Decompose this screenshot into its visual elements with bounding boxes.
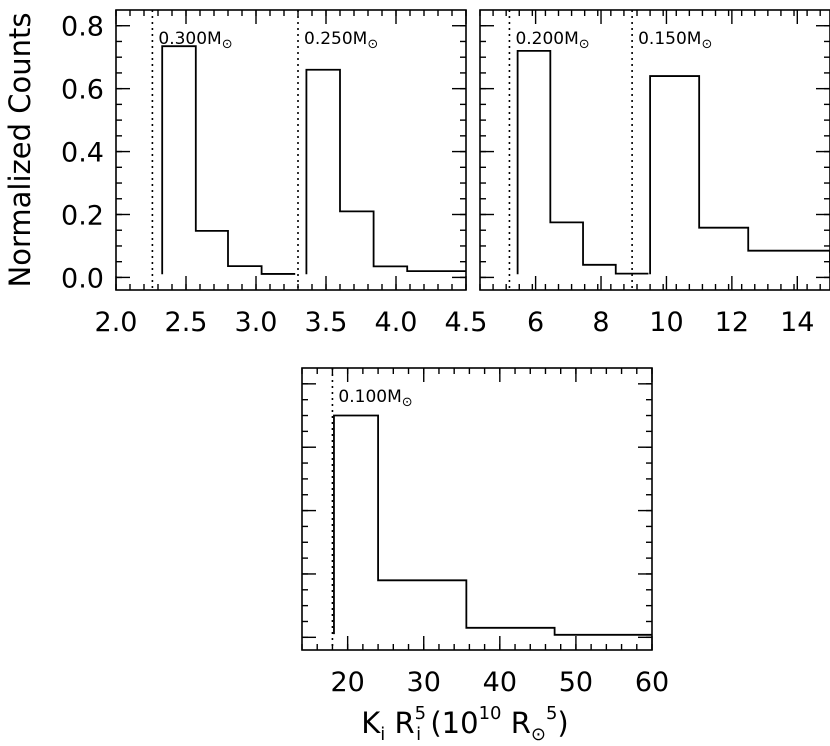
x-title-r: R (385, 706, 414, 740)
x-tick-label: 4.0 (375, 307, 418, 338)
sun-symbol: ⊙ (579, 37, 590, 52)
histogram-steps (161, 45, 296, 275)
sun-symbol: ⊙ (402, 395, 413, 410)
mass-label-value: 0.100M (338, 387, 401, 407)
x-title-paren: (10 (421, 706, 478, 740)
mass-label-value: 0.250M (304, 29, 367, 49)
x-tick-label: 14 (780, 307, 814, 338)
histogram-steps (333, 414, 652, 636)
panel-bottom: 20 30 40 50 60 0.100M⊙ (301, 367, 669, 698)
x-tick-label: 2.0 (95, 307, 138, 338)
mass-label: 0.300M⊙ (158, 29, 232, 52)
mass-label-value: 0.200M (515, 29, 578, 49)
x-axis-title: Ki R5 i (1010 R⊙5) (361, 703, 568, 745)
x-tick-label: 3.0 (235, 307, 278, 338)
panels-layer: 0.00.20.40.60.82.0 2.5 3.0 3.5 4.0 4.50.300M⊙… (61, 9, 830, 698)
mass-label: 0.150M⊙ (638, 29, 712, 52)
y-axis-title: Normalized Counts (3, 13, 37, 288)
x-title-sun-symbol: ⊙ (531, 724, 546, 745)
x-tick-label: 3.5 (305, 307, 348, 338)
x-title-sub-i2: i (416, 724, 421, 745)
x-tick-label: 20 (330, 667, 364, 698)
x-title-k: K (361, 706, 381, 740)
panel-frame (115, 9, 467, 291)
x-title-sup-5b: 5 (546, 703, 557, 724)
histogram-steps (516, 49, 649, 275)
x-title-rsun: R (501, 706, 530, 740)
panel-top-right: 6 8 10 12 140.200M⊙ 0.150M⊙ (479, 9, 830, 338)
y-tick-label: 0.6 (61, 75, 104, 106)
mass-label: 0.100M⊙ (338, 387, 412, 410)
x-tick-label: 6 (527, 307, 544, 338)
histogram-steps (305, 68, 466, 275)
x-title-sub-i: i (380, 724, 385, 745)
x-tick-label: 12 (715, 307, 749, 338)
y-tick-label: 0.4 (61, 138, 104, 169)
x-tick-label: 4.5 (445, 307, 488, 338)
x-title-sup-5: 5 (415, 703, 426, 724)
x-tick-label: 50 (559, 667, 593, 698)
y-tick-label: 0.8 (61, 12, 104, 43)
x-tick-label: 60 (635, 667, 669, 698)
mass-label-value: 0.150M (638, 29, 701, 49)
sun-symbol: ⊙ (701, 37, 712, 52)
sun-symbol: ⊙ (222, 37, 233, 52)
x-tick-label: 2.5 (165, 307, 208, 338)
sun-symbol: ⊙ (367, 37, 378, 52)
mass-label: 0.200M⊙ (515, 29, 589, 52)
mass-label-value: 0.300M (158, 29, 221, 49)
histogram-steps (649, 75, 830, 275)
x-tick-label: 10 (649, 307, 683, 338)
panel-frame (301, 367, 653, 651)
panel-top-left: 0.00.20.40.60.82.0 2.5 3.0 3.5 4.0 4.50.300M⊙… (61, 9, 488, 338)
x-tick-label: 40 (483, 667, 517, 698)
y-tick-label: 0.2 (61, 200, 104, 231)
x-title-sup-10: 10 (479, 703, 502, 724)
x-title-paren-close: ) (557, 706, 568, 740)
y-tick-label: 0.0 (61, 263, 104, 294)
x-tick-label: 30 (407, 667, 441, 698)
mass-label: 0.250M⊙ (304, 29, 378, 52)
x-tick-label: 8 (592, 307, 609, 338)
panel-frame (479, 9, 830, 291)
